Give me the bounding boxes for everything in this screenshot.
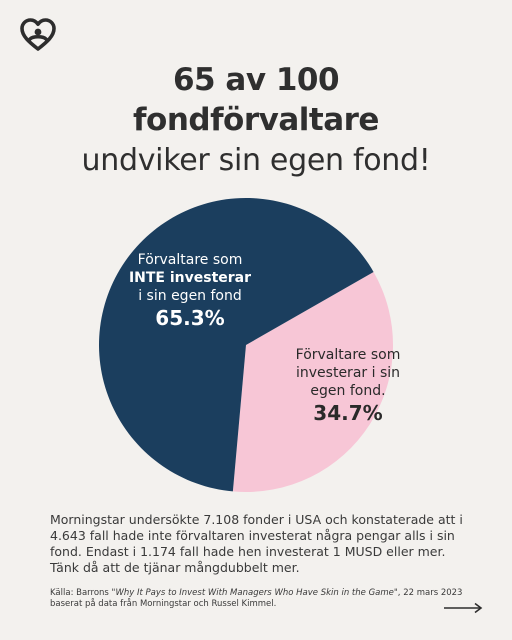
title-line-1: 65 av 100 xyxy=(172,62,340,98)
pie-slice-not-investing xyxy=(99,198,374,492)
source-prefix: Källa: Barrons " xyxy=(50,588,116,598)
slice-percent-investing: 34.7% xyxy=(313,401,383,425)
slice-label-line: investerar i sin xyxy=(296,365,400,381)
slice-label-line: i sin egen fond xyxy=(138,288,242,304)
slice-label-line: INTE investerar xyxy=(128,270,252,286)
slice-label-investing: Förvaltare som investerar i sin egen fon… xyxy=(280,346,416,425)
heart-logo-icon xyxy=(20,18,56,51)
slice-label-not-investing: Förvaltare som INTE investerar i sin ege… xyxy=(110,251,270,330)
slice-label-line: Förvaltare som xyxy=(295,347,401,363)
slice-percent-not-investing: 65.3% xyxy=(155,306,225,330)
title-line-3: undviker sin egen fond! xyxy=(81,143,431,178)
arrow-right-icon[interactable] xyxy=(443,602,483,614)
pie-slice-investing xyxy=(232,271,394,492)
title-line-2: fondförvaltare xyxy=(133,102,379,138)
source-suffix: ", 22 mars 2023 xyxy=(393,588,463,598)
source-line2: baserat på data från Morningstar och Rus… xyxy=(50,599,277,609)
slice-label-line: egen fond. xyxy=(310,383,386,399)
source-note: Källa: Barrons "Why It Pays to Invest Wi… xyxy=(50,588,470,610)
slice-label-line: Förvaltare som xyxy=(137,252,243,268)
body-paragraph: Morningstar undersökte 7.108 fonder i US… xyxy=(50,512,463,575)
source-title: Why It Pays to Invest With Managers Who … xyxy=(115,588,394,598)
